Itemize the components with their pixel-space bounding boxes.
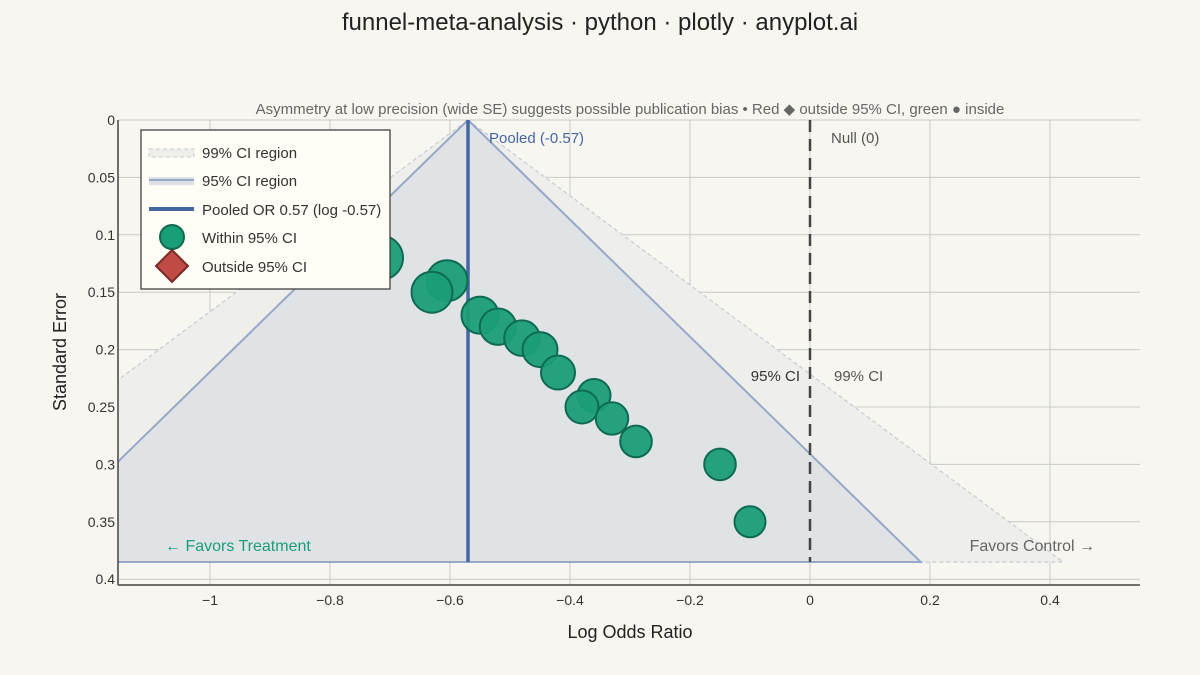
- x-tick-label: −0.4: [556, 592, 584, 608]
- favors-treatment-label: ← Favors Treatment: [165, 538, 311, 555]
- x-tick-label: 0: [806, 592, 814, 608]
- reference-lines: [466, 120, 812, 562]
- axes: −1 −0.8 −0.6 −0.4 −0.2 0 0.2 0.4 0 0.05 0.1 0.15 0.2…: [88, 112, 1140, 608]
- y-tick-label: 0: [107, 112, 115, 128]
- x-tick-label: −0.8: [316, 592, 344, 608]
- ci95-label: 95% CI: [751, 368, 800, 385]
- study-points: [358, 234, 767, 539]
- legend-label: Pooled OR 0.57 (log -0.57): [202, 202, 381, 219]
- y-tick-label: 0.1: [96, 227, 116, 243]
- y-tick-label: 0.35: [88, 514, 115, 530]
- legend-label: Outside 95% CI: [202, 259, 307, 276]
- x-axis-title: Log Odds Ratio: [567, 622, 692, 642]
- annotations: Pooled (-0.57) Null (0) 95% CI 99% CI ← Favo…: [165, 130, 1095, 555]
- legend-swatch-ci99: [148, 148, 195, 158]
- chart-subtitle: Asymmetry at low precision (wide SE) sug…: [256, 101, 1005, 118]
- favors-control-label: Favors Control →: [970, 538, 1095, 555]
- study-point-within: [703, 447, 737, 482]
- y-axis-title: Standard Error: [50, 293, 70, 411]
- study-point-within: [564, 389, 600, 425]
- study-point-within: [619, 424, 653, 459]
- x-tick-label: −1: [202, 592, 218, 608]
- y-tick-label: 0.25: [88, 399, 115, 415]
- legend-label: 95% CI region: [202, 173, 297, 190]
- x-tick-label: −0.2: [676, 592, 704, 608]
- study-point-within: [594, 401, 630, 436]
- legend-swatch-outside: [154, 248, 190, 284]
- study-point-within: [540, 354, 576, 391]
- y-tick-label: 0.2: [96, 342, 116, 358]
- pooled-label: Pooled (-0.57): [489, 130, 584, 147]
- legend-swatch-within: [159, 224, 185, 250]
- study-point-within: [410, 270, 454, 314]
- y-tick-label: 0.05: [88, 169, 115, 185]
- x-tick-label: −0.6: [436, 592, 464, 608]
- legend-label: 99% CI region: [202, 145, 297, 162]
- y-tick-label: 0.15: [88, 284, 115, 300]
- y-tick-label: 0.4: [96, 571, 116, 587]
- null-label: Null (0): [831, 130, 879, 147]
- y-tick-label: 0.3: [96, 456, 116, 472]
- legend-label: Within 95% CI: [202, 230, 297, 247]
- x-tick-label: 0.2: [920, 592, 940, 608]
- legend: 99% CI region 95% CI region Pooled OR 0.57…: [140, 129, 391, 290]
- x-tick-label: 0.4: [1040, 592, 1060, 608]
- ci99-label: 99% CI: [834, 368, 883, 385]
- study-point-within: [733, 505, 767, 539]
- chart-title: funnel-meta-analysis · python · plotly ·…: [342, 9, 858, 36]
